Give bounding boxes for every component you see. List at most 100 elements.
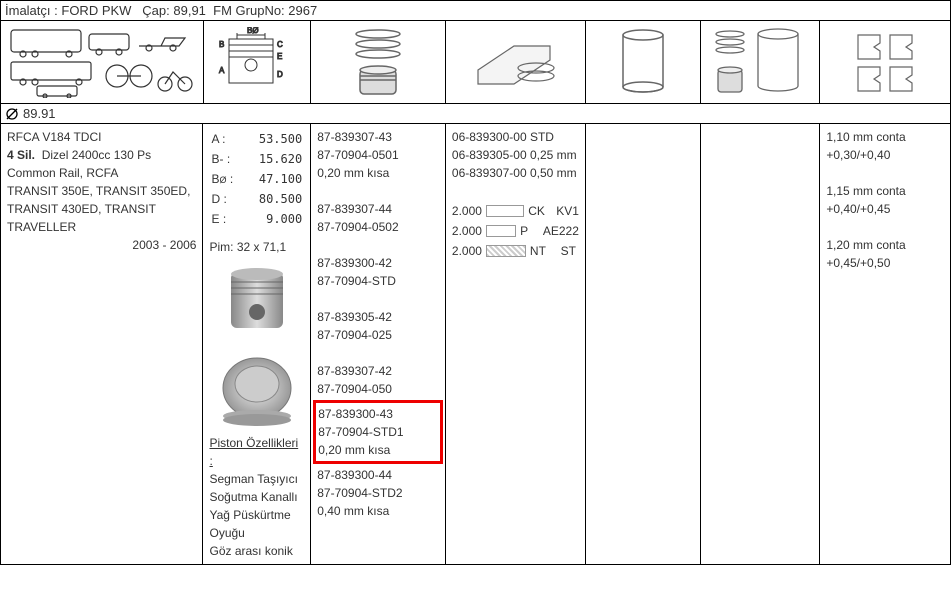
ring-set-icon — [470, 32, 560, 92]
g6b: 87-70904-STD1 — [318, 423, 438, 441]
r-l1: 06-839300-00 STD — [452, 128, 579, 146]
group-label: FM GrupNo: — [213, 3, 285, 18]
header-bar: İmalatçı : FORD PKW Çap: 89,91 FM GrupNo… — [0, 0, 951, 21]
liner-icon-cell — [586, 21, 701, 103]
g5a: 87-839307-42 — [317, 362, 439, 380]
g2a: 87-839307-44 — [317, 200, 439, 218]
feature-2: Soğutma Kanallı — [209, 488, 304, 506]
gk-l2: +0,30/+0,40 — [826, 146, 944, 164]
r1t1: CK — [528, 202, 545, 220]
rings-cell: 06-839300-00 STD 06-839305-00 0,25 mm 06… — [446, 124, 586, 564]
r2t2: AE222 — [543, 222, 579, 240]
ring-profile-icon — [486, 205, 524, 217]
dim-bminus: 15.620 — [243, 150, 302, 168]
piston-rings-icon-cell — [311, 21, 446, 103]
piston-liner-icon-cell — [701, 21, 821, 103]
g1c: 0,20 mm kısa — [317, 164, 439, 182]
diam-value: 89,91 — [173, 3, 206, 18]
g6a: 87-839300-43 — [318, 405, 438, 423]
ring-profile-icon — [486, 245, 526, 257]
r3v: 2.000 — [452, 242, 482, 260]
ring-row-1: 2.000 CK KV1 — [452, 202, 579, 220]
engine-desc: Dizel 2400cc 130 Ps — [42, 148, 151, 162]
piston-photo-2 — [217, 348, 297, 428]
gasket-icon-cell — [820, 21, 950, 103]
engine-l4: TRANSIT 430ED, TRANSIT — [7, 200, 196, 218]
r3t1: NT — [530, 242, 546, 260]
engine-l3: TRANSIT 350E, TRANSIT 350ED, — [7, 182, 196, 200]
highlighted-group: 87-839300-43 87-70904-STD1 0,20 mm kısa — [313, 400, 443, 464]
piston-liner-icon — [710, 26, 810, 98]
feature-4: Oyuğu — [209, 524, 304, 542]
ring-row-2: 2.000 P AE222 — [452, 222, 579, 240]
g7c: 0,40 mm kısa — [317, 502, 439, 520]
svg-text:D: D — [277, 70, 283, 79]
gk-l1: 1,10 mm conta — [826, 128, 944, 146]
icon-header-row: BØ BA CED — [0, 21, 951, 103]
ring-profile-icon — [486, 225, 516, 237]
g2b: 87-70904-0502 — [317, 218, 439, 236]
empty-cell-1 — [586, 124, 701, 564]
gk-l6: +0,45/+0,50 — [826, 254, 944, 272]
diameter-value: 89.91 — [23, 106, 56, 121]
vehicles-icon — [7, 26, 197, 98]
svg-text:E: E — [277, 52, 282, 61]
diameter-row: 89.91 — [0, 103, 951, 124]
ring-row-3: 2.000 NT ST — [452, 242, 579, 260]
diameter-icon — [5, 107, 19, 121]
dim-d: 80.500 — [243, 190, 302, 208]
liner-icon — [618, 27, 668, 97]
dim-e: 9.000 — [243, 210, 302, 228]
g7b: 87-70904-STD2 — [317, 484, 439, 502]
feature-5: Göz arası konik — [209, 542, 304, 560]
ring-set-icon-cell — [446, 21, 586, 103]
pim-value: Pim: 32 x 71,1 — [209, 238, 304, 256]
g4a: 87-839305-42 — [317, 308, 439, 326]
r1t2: KV1 — [556, 202, 579, 220]
engine-years: 2003 - 2006 — [7, 236, 196, 254]
dims-cell: A :53.500 B- :15.620 BØ :47.100 D :80.50… — [203, 124, 311, 564]
engine-cell: RFCA V184 TDCI 4 Sil. Dizel 2400cc 130 P… — [1, 124, 203, 564]
partno-cell: 87-839307-43 87-70904-0501 0,20 mm kısa … — [311, 124, 446, 564]
feature-3: Yağ Püskürtme — [209, 506, 304, 524]
piston-dims-icon-cell: BØ BA CED — [204, 21, 312, 103]
svg-text:A: A — [219, 66, 225, 75]
engine-code: RFCA V184 TDCI — [7, 128, 196, 146]
empty-cell-2 — [701, 124, 821, 564]
gk-l4: +0,40/+0,45 — [826, 200, 944, 218]
r2v: 2.000 — [452, 222, 482, 240]
svg-text:BØ: BØ — [247, 27, 259, 35]
g6c: 0,20 mm kısa — [318, 441, 438, 459]
data-row: RFCA V184 TDCI 4 Sil. Dizel 2400cc 130 P… — [0, 124, 951, 565]
g7a: 87-839300-44 — [317, 466, 439, 484]
r-l2: 06-839305-00 0,25 mm — [452, 146, 579, 164]
engine-l2: Common Rail, RCFA — [7, 164, 196, 182]
r2t1: P — [520, 222, 528, 240]
r-l3: 06-839307-00 0,50 mm — [452, 164, 579, 182]
svg-text:C: C — [277, 40, 283, 49]
dims-table: A :53.500 B- :15.620 BØ :47.100 D :80.50… — [209, 128, 304, 230]
gk-l5: 1,20 mm conta — [826, 236, 944, 254]
g1a: 87-839307-43 — [317, 128, 439, 146]
gk-l3: 1,15 mm conta — [826, 182, 944, 200]
cyl-label: 4 Sil. — [7, 148, 35, 162]
dim-bdiam: 47.100 — [243, 170, 302, 188]
r1v: 2.000 — [452, 202, 482, 220]
mfr-label: İmalatçı : — [5, 3, 58, 18]
vehicles-icon-cell — [1, 21, 204, 103]
gasket-cell: 1,10 mm conta +0,30/+0,40 1,15 mm conta … — [820, 124, 950, 564]
group-value: 2967 — [288, 3, 317, 18]
piston-dims-icon: BØ BA CED — [209, 27, 305, 97]
dim-a: 53.500 — [243, 130, 302, 148]
feature-1: Segman Taşıyıcı — [209, 470, 304, 488]
mfr-value: FORD PKW — [61, 3, 131, 18]
piston-rings-icon — [348, 26, 408, 98]
g4b: 87-70904-025 — [317, 326, 439, 344]
r3t2: ST — [561, 242, 576, 260]
g1b: 87-70904-0501 — [317, 146, 439, 164]
engine-l5: TRAVELLER — [7, 218, 196, 236]
gasket-icon — [850, 27, 920, 97]
piston-photo-1 — [217, 262, 297, 342]
g3b: 87-70904-STD — [317, 272, 439, 290]
diam-label: Çap: — [142, 3, 169, 18]
